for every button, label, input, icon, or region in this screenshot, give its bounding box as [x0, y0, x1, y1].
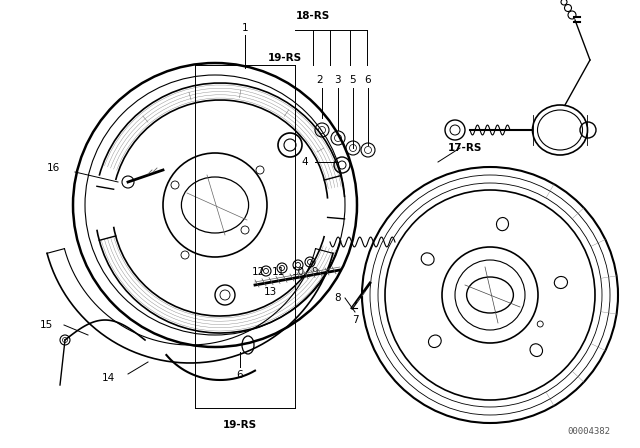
Text: 9: 9 — [312, 267, 318, 277]
Text: 11: 11 — [271, 267, 285, 277]
Text: 17-RS: 17-RS — [448, 143, 483, 153]
Text: 3: 3 — [333, 75, 340, 85]
Text: 18-RS: 18-RS — [296, 11, 330, 21]
Text: 19-RS: 19-RS — [223, 420, 257, 430]
Text: 15: 15 — [40, 320, 53, 330]
Text: 6: 6 — [365, 75, 371, 85]
Text: 2: 2 — [317, 75, 323, 85]
Text: 10: 10 — [291, 267, 305, 277]
Text: 6: 6 — [237, 370, 243, 380]
Text: 19-RS: 19-RS — [268, 53, 302, 63]
Text: 8: 8 — [335, 293, 341, 303]
Text: 7: 7 — [352, 315, 358, 325]
Text: 13: 13 — [264, 287, 276, 297]
Text: 00004382: 00004382 — [567, 427, 610, 436]
Text: 4: 4 — [301, 157, 308, 167]
Text: 12: 12 — [252, 267, 264, 277]
Text: 1: 1 — [242, 23, 248, 33]
Text: 14: 14 — [102, 373, 115, 383]
Text: 16: 16 — [47, 163, 60, 173]
Text: 5: 5 — [349, 75, 356, 85]
